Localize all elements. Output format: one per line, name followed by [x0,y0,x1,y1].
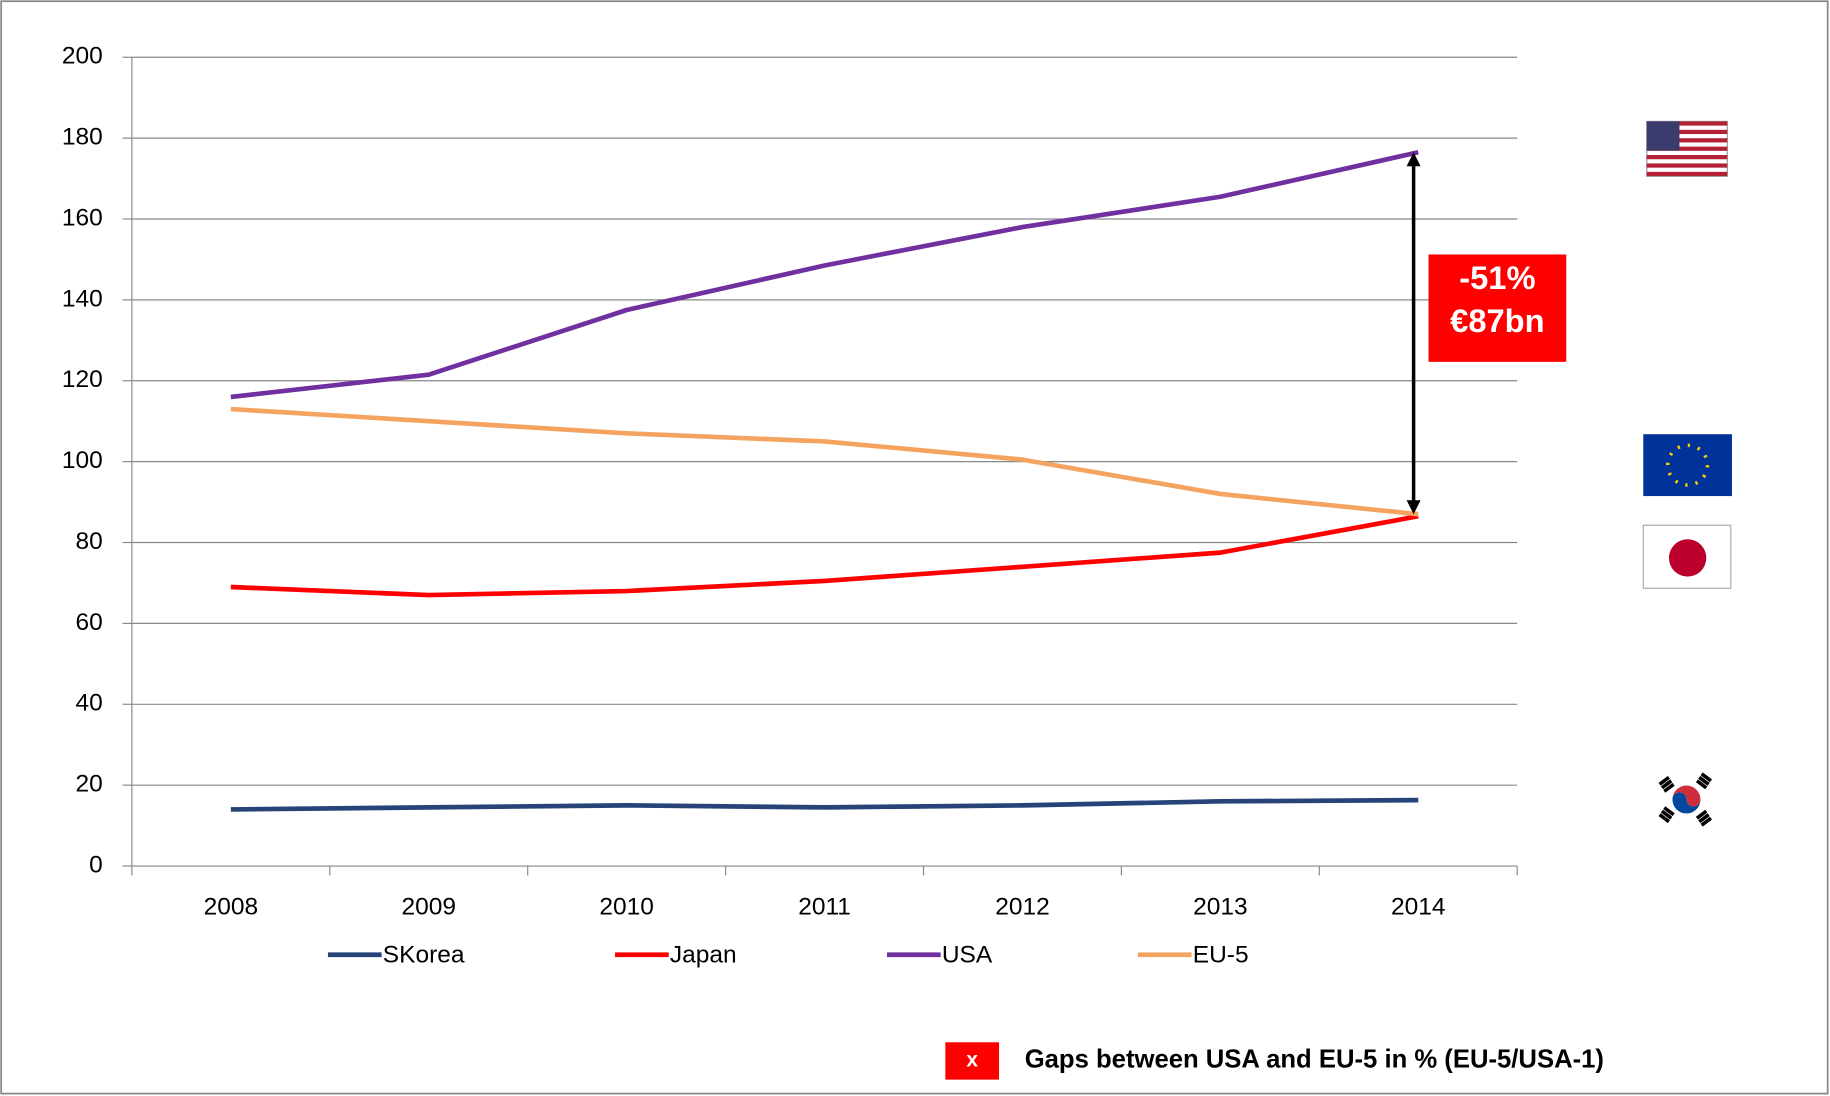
line-eu-5 [230,406,1419,517]
x-tick-label: 2010 [599,894,654,921]
y-tick-label: 0 [89,852,103,879]
line-japan [230,513,1419,598]
x-tick-label: 2009 [401,894,456,921]
footnote-text: Gaps between USA and EU-5 in % (EU-5/USA… [1025,1046,1604,1074]
x-tick-label: 2008 [204,894,259,921]
legend-label: Japan [670,941,737,968]
annotation-text: -51% [1459,259,1535,296]
arrow-head [1406,500,1421,515]
line-skorea [230,797,1419,812]
x-tick-label: 2012 [995,894,1050,921]
footnote-marker-box [945,1042,1000,1080]
legend-label: USA [942,941,993,968]
x-tick-label: 2014 [1391,894,1446,921]
annotation-text: €87bn [1450,302,1544,339]
japan-flag [1642,524,1732,589]
y-tick-label: 100 [62,447,103,474]
y-tick-label: 180 [62,124,103,151]
legend-label: EU-5 [1193,941,1249,968]
y-tick-label: 140 [62,285,103,312]
y-tick-label: 40 [75,690,102,717]
annotation-box [1428,254,1567,362]
y-tick-label: 160 [62,204,103,231]
y-tick-label: 20 [75,771,102,798]
legend-label: SKorea [383,941,465,968]
y-tick-label: 200 [62,43,103,70]
usa-flag [1646,120,1728,177]
y-tick-label: 60 [75,609,102,636]
x-tick-label: 2011 [798,894,851,921]
y-tick-label: 80 [75,528,102,555]
arrow-head [1406,152,1421,167]
y-tick-label: 120 [62,366,103,393]
eu-flag [1643,434,1732,497]
footnote-marker: x [966,1048,978,1071]
line-usa [230,149,1419,400]
korea-flag [1658,772,1713,827]
x-tick-label: 2013 [1193,894,1248,921]
flags [1642,120,1732,827]
